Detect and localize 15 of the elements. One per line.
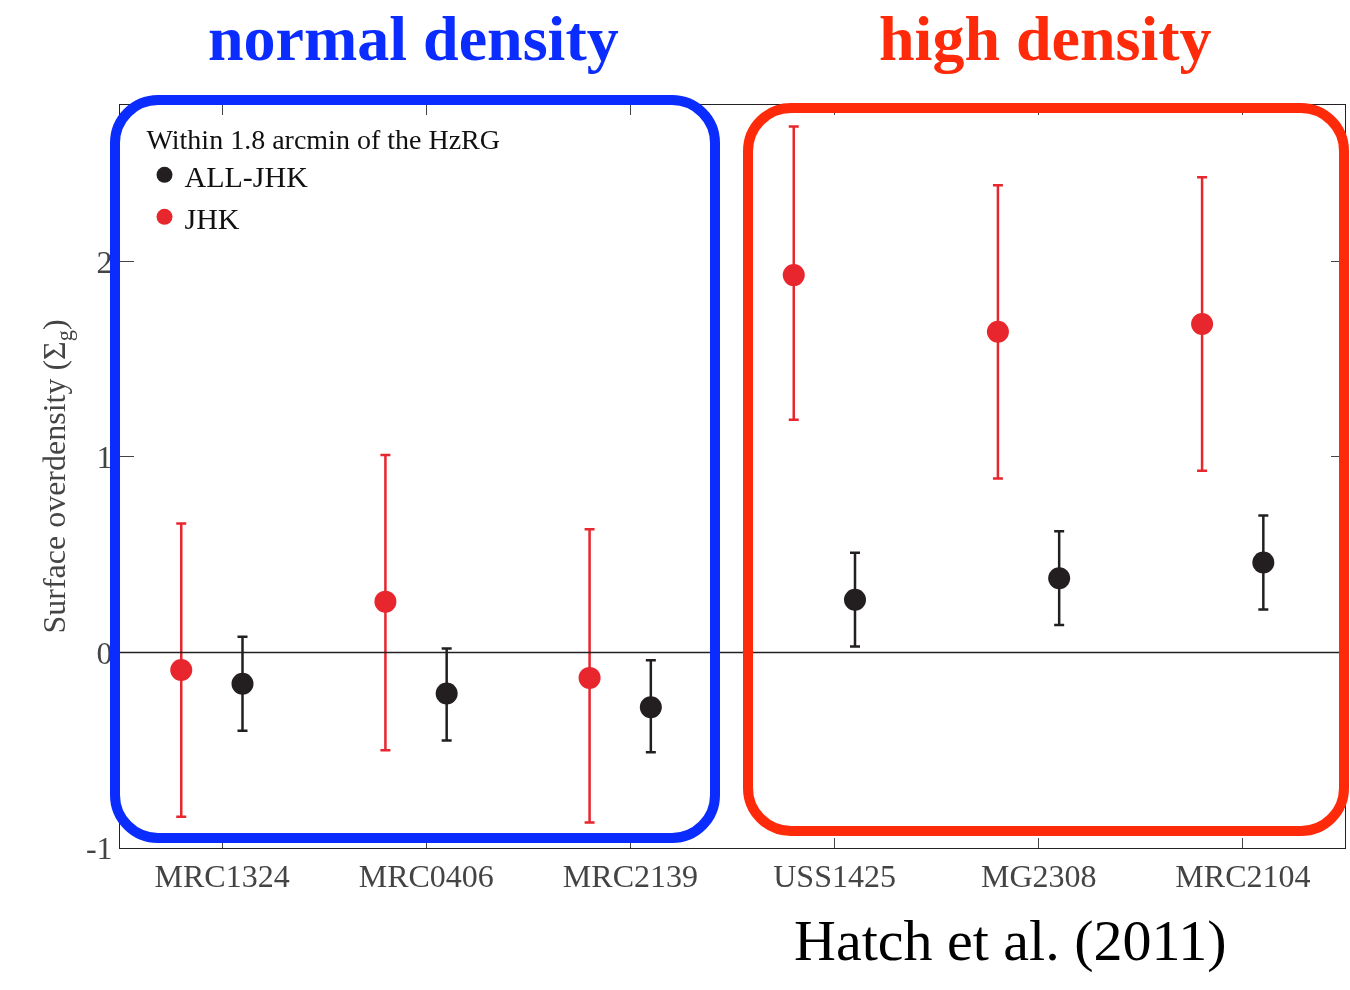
text: normal density: [208, 3, 619, 74]
legend-title: Within 1.8 arcmin of the HzRG: [146, 123, 500, 155]
x-tick-label: MRC2104: [1175, 858, 1311, 895]
text: high density: [879, 3, 1212, 74]
legend-label: JHK: [184, 201, 240, 235]
x-tick-label: MRC1324: [154, 858, 290, 895]
x-tick-label: MG2308: [980, 858, 1097, 895]
y-tick-label: 1: [96, 439, 113, 476]
text: Hatch et al. (2011): [794, 908, 1227, 973]
y-tick-label: -1: [85, 830, 113, 867]
legend-label: ALL-JHK: [184, 159, 309, 193]
y-tick-label: 2: [96, 243, 113, 280]
x-tick-label: MRC0406: [358, 858, 494, 895]
x-tick-label: MRC2139: [562, 858, 698, 895]
x-tick-label: USS1425: [773, 858, 896, 895]
